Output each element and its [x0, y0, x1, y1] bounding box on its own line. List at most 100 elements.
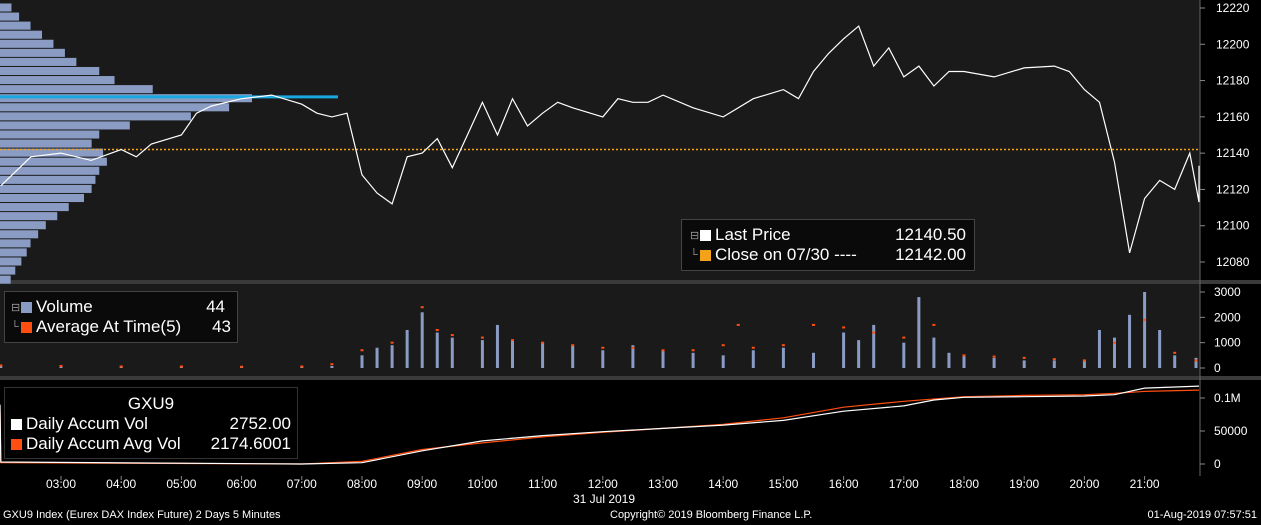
- average-marker: [721, 344, 725, 347]
- average-marker: [240, 365, 244, 368]
- volume-profile-bar: [0, 193, 84, 203]
- last-price-swatch: [700, 229, 711, 241]
- volume-profile-bar: [0, 221, 46, 230]
- time-tick-label: 09:00: [407, 477, 437, 491]
- volume-profile-bar: [0, 66, 100, 76]
- volume-swatch: [21, 301, 32, 313]
- average-marker: [1022, 356, 1026, 359]
- average-marker: [812, 323, 815, 326]
- volume-bar: [902, 342, 906, 368]
- volume-profile-bar: [0, 212, 58, 221]
- volume-profile-bar: [0, 203, 69, 212]
- volume-tick-label: 0: [1214, 361, 1221, 375]
- volume-bar: [1194, 357, 1198, 368]
- close-label: Close on 07/30 ----: [715, 245, 857, 264]
- volume-profile-bar: [0, 112, 191, 121]
- time-tick-label: 20:00: [1069, 477, 1099, 491]
- footer-right: 01-Aug-2019 07:57:51: [1147, 509, 1257, 521]
- average-marker: [902, 336, 906, 339]
- average-marker: [420, 306, 424, 309]
- accum-avg-value: 2174.6001: [210, 434, 291, 453]
- price-legend: ⊟ Last Price 12140.50 └ Close on 07/30 -…: [681, 219, 975, 271]
- time-tick-label: 16:00: [829, 477, 859, 491]
- average-marker: [119, 365, 123, 368]
- average-marker: [360, 349, 364, 352]
- volume-bar: [781, 347, 785, 368]
- time-tick-label: 03:00: [46, 477, 76, 491]
- volume-profile-bar: [0, 103, 230, 112]
- price-tick-label: 12160: [1216, 110, 1250, 124]
- volume-legend-bracket-icon: └: [11, 321, 19, 333]
- last-price-label: Last Price: [715, 225, 791, 244]
- average-marker: [736, 323, 740, 326]
- average-marker: [962, 354, 966, 357]
- average-marker: [932, 323, 936, 326]
- close-swatch: [700, 249, 711, 261]
- price-panel-background: [0, 0, 1200, 280]
- average-marker: [751, 346, 755, 349]
- volume-profile-bar: [0, 184, 92, 193]
- volume-legend: ⊟ Volume 44 └ Average At Time(5) 43: [4, 291, 238, 343]
- volume-bar: [435, 332, 439, 368]
- average-marker: [435, 329, 439, 331]
- volume-profile-bar: [0, 139, 92, 148]
- volume-profile-bar: [0, 48, 65, 57]
- volume-bar: [842, 332, 846, 368]
- legend-bracket-icon: └: [690, 249, 698, 261]
- last-price-line: [0, 25, 1200, 254]
- accum-tick-label: 0: [1214, 457, 1221, 471]
- price-tick-label: 12140: [1216, 146, 1250, 160]
- price-tick-label: 12100: [1216, 219, 1250, 233]
- volume-profile-bar: [0, 248, 27, 257]
- average-marker: [1143, 318, 1147, 321]
- volume-legend-collapse-icon[interactable]: ⊟: [11, 301, 21, 314]
- panel-divider-bottom[interactable]: [0, 376, 1261, 380]
- average-marker: [691, 349, 695, 352]
- accum-avg-line: [0, 389, 1200, 465]
- volume-bar: [1173, 355, 1177, 368]
- volume-tick-label: 3000: [1214, 285, 1241, 299]
- price-tick-label: 12220: [1216, 1, 1250, 15]
- average-marker: [781, 344, 785, 347]
- price-tick-label: 12200: [1216, 37, 1250, 51]
- volume-profile-bar: [0, 76, 115, 85]
- volume-bar: [751, 350, 755, 368]
- average-marker: [300, 365, 304, 368]
- average-marker: [541, 341, 545, 344]
- average-marker: [511, 339, 514, 342]
- volume-profile-bar: [0, 130, 100, 139]
- time-tick-label: 04:00: [106, 477, 136, 491]
- volume-bar: [495, 324, 499, 368]
- volume-bar: [1128, 314, 1132, 368]
- volume-profile-bar: [0, 175, 96, 184]
- volume-profile-bar: [0, 30, 42, 39]
- volume-profile-bar: [0, 257, 22, 266]
- average-marker: [0, 364, 3, 367]
- volume-profile-bar: [0, 85, 153, 94]
- average-marker: [179, 365, 183, 368]
- volume-bar: [1158, 330, 1162, 368]
- accum-chart: [0, 385, 1200, 465]
- axes: 12220 12200 12180 12160 12140 12120 12100 12080…: [46, 1, 1250, 506]
- average-label: Average At Time(5): [36, 317, 182, 336]
- time-tick-label: 12:00: [588, 477, 618, 491]
- volume-bar: [571, 345, 575, 368]
- average-marker: [450, 334, 454, 337]
- time-tick-label: 10:00: [467, 477, 497, 491]
- average-marker: [390, 341, 394, 344]
- time-tick-label: 15:00: [768, 477, 798, 491]
- date-label: 31 Jul 2019: [573, 492, 635, 506]
- legend-collapse-icon[interactable]: ⊟: [690, 229, 700, 242]
- price-tick-label: 12120: [1216, 182, 1250, 196]
- average-marker: [571, 344, 575, 347]
- time-tick-label: 06:00: [227, 477, 257, 491]
- volume-label: Volume: [36, 297, 93, 316]
- close-value: 12142.00: [895, 245, 966, 264]
- accum-vol-value: 2752.00: [229, 414, 291, 433]
- panel-divider-top[interactable]: [0, 280, 1261, 284]
- volume-profile-bar: [0, 57, 77, 66]
- volume-bar: [1022, 360, 1026, 368]
- average-marker: [59, 364, 63, 367]
- last-price-value: 12140.50: [895, 225, 966, 244]
- average-marker: [330, 363, 334, 366]
